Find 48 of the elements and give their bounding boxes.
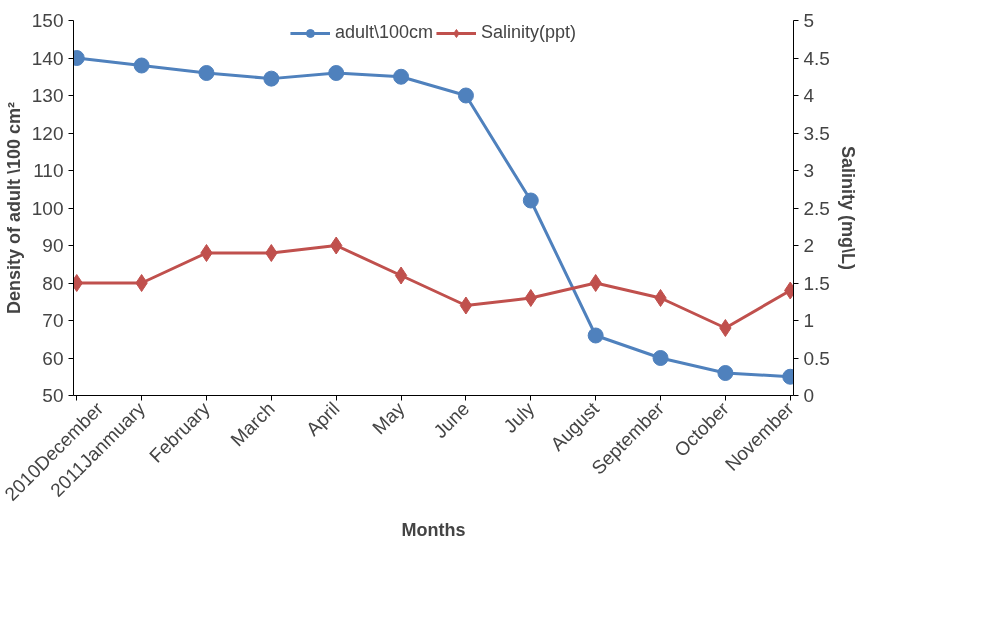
point xyxy=(589,274,602,292)
y-tick-label: 140 xyxy=(31,47,64,69)
y2-tick-label: 1 xyxy=(803,310,815,331)
x-axis-title: Months xyxy=(401,520,466,541)
point xyxy=(652,350,669,366)
y2-tick-label: 2 xyxy=(803,235,815,256)
y-tick-label: 60 xyxy=(42,347,64,369)
y-tick-label: 150 xyxy=(31,10,64,31)
y-tick-label: 50 xyxy=(42,385,64,406)
y-tick-label: 90 xyxy=(42,235,64,256)
point xyxy=(587,327,604,344)
y2-tick-label: 2.5 xyxy=(803,197,830,219)
y2-tick-label: 1.5 xyxy=(803,272,830,294)
point xyxy=(198,65,215,81)
point xyxy=(459,296,473,315)
y2-tick-label: 4.5 xyxy=(803,47,830,69)
point xyxy=(717,365,734,381)
y-tick-label: 70 xyxy=(42,310,64,331)
point xyxy=(263,70,280,87)
y2-tick-label: 5 xyxy=(803,10,815,31)
y2-tick-label: 0.5 xyxy=(803,347,830,369)
y-tick-label: 100 xyxy=(31,197,64,219)
legend-label: Salinity(ppt) xyxy=(481,22,577,43)
y2-tick-label: 3.5 xyxy=(803,122,830,144)
point xyxy=(719,319,732,337)
point xyxy=(457,87,474,104)
y2-tick-label: 0 xyxy=(803,385,815,406)
y2-axis-title: Salinity (mg\L) xyxy=(837,146,858,271)
point xyxy=(265,244,278,262)
point xyxy=(394,266,408,285)
point xyxy=(524,289,537,307)
y-tick-label: 120 xyxy=(31,122,64,144)
point xyxy=(393,68,410,85)
point xyxy=(522,192,539,209)
point xyxy=(133,57,150,74)
y-tick-label: 80 xyxy=(42,272,64,294)
point xyxy=(200,244,213,262)
point xyxy=(135,274,148,292)
x-tick-label: July xyxy=(499,397,539,437)
legend-label: adult\100cm xyxy=(334,22,434,43)
point xyxy=(654,289,667,307)
y2-tick-label: 4 xyxy=(803,85,815,106)
y2-tick-label: 3 xyxy=(803,160,815,181)
y-tick-label: 110 xyxy=(33,160,64,181)
y-axis-title: Density of adult \100 cm² xyxy=(3,101,24,315)
y-tick-label: 130 xyxy=(31,85,64,106)
point xyxy=(328,65,345,81)
x-tick-label: May xyxy=(368,397,409,439)
